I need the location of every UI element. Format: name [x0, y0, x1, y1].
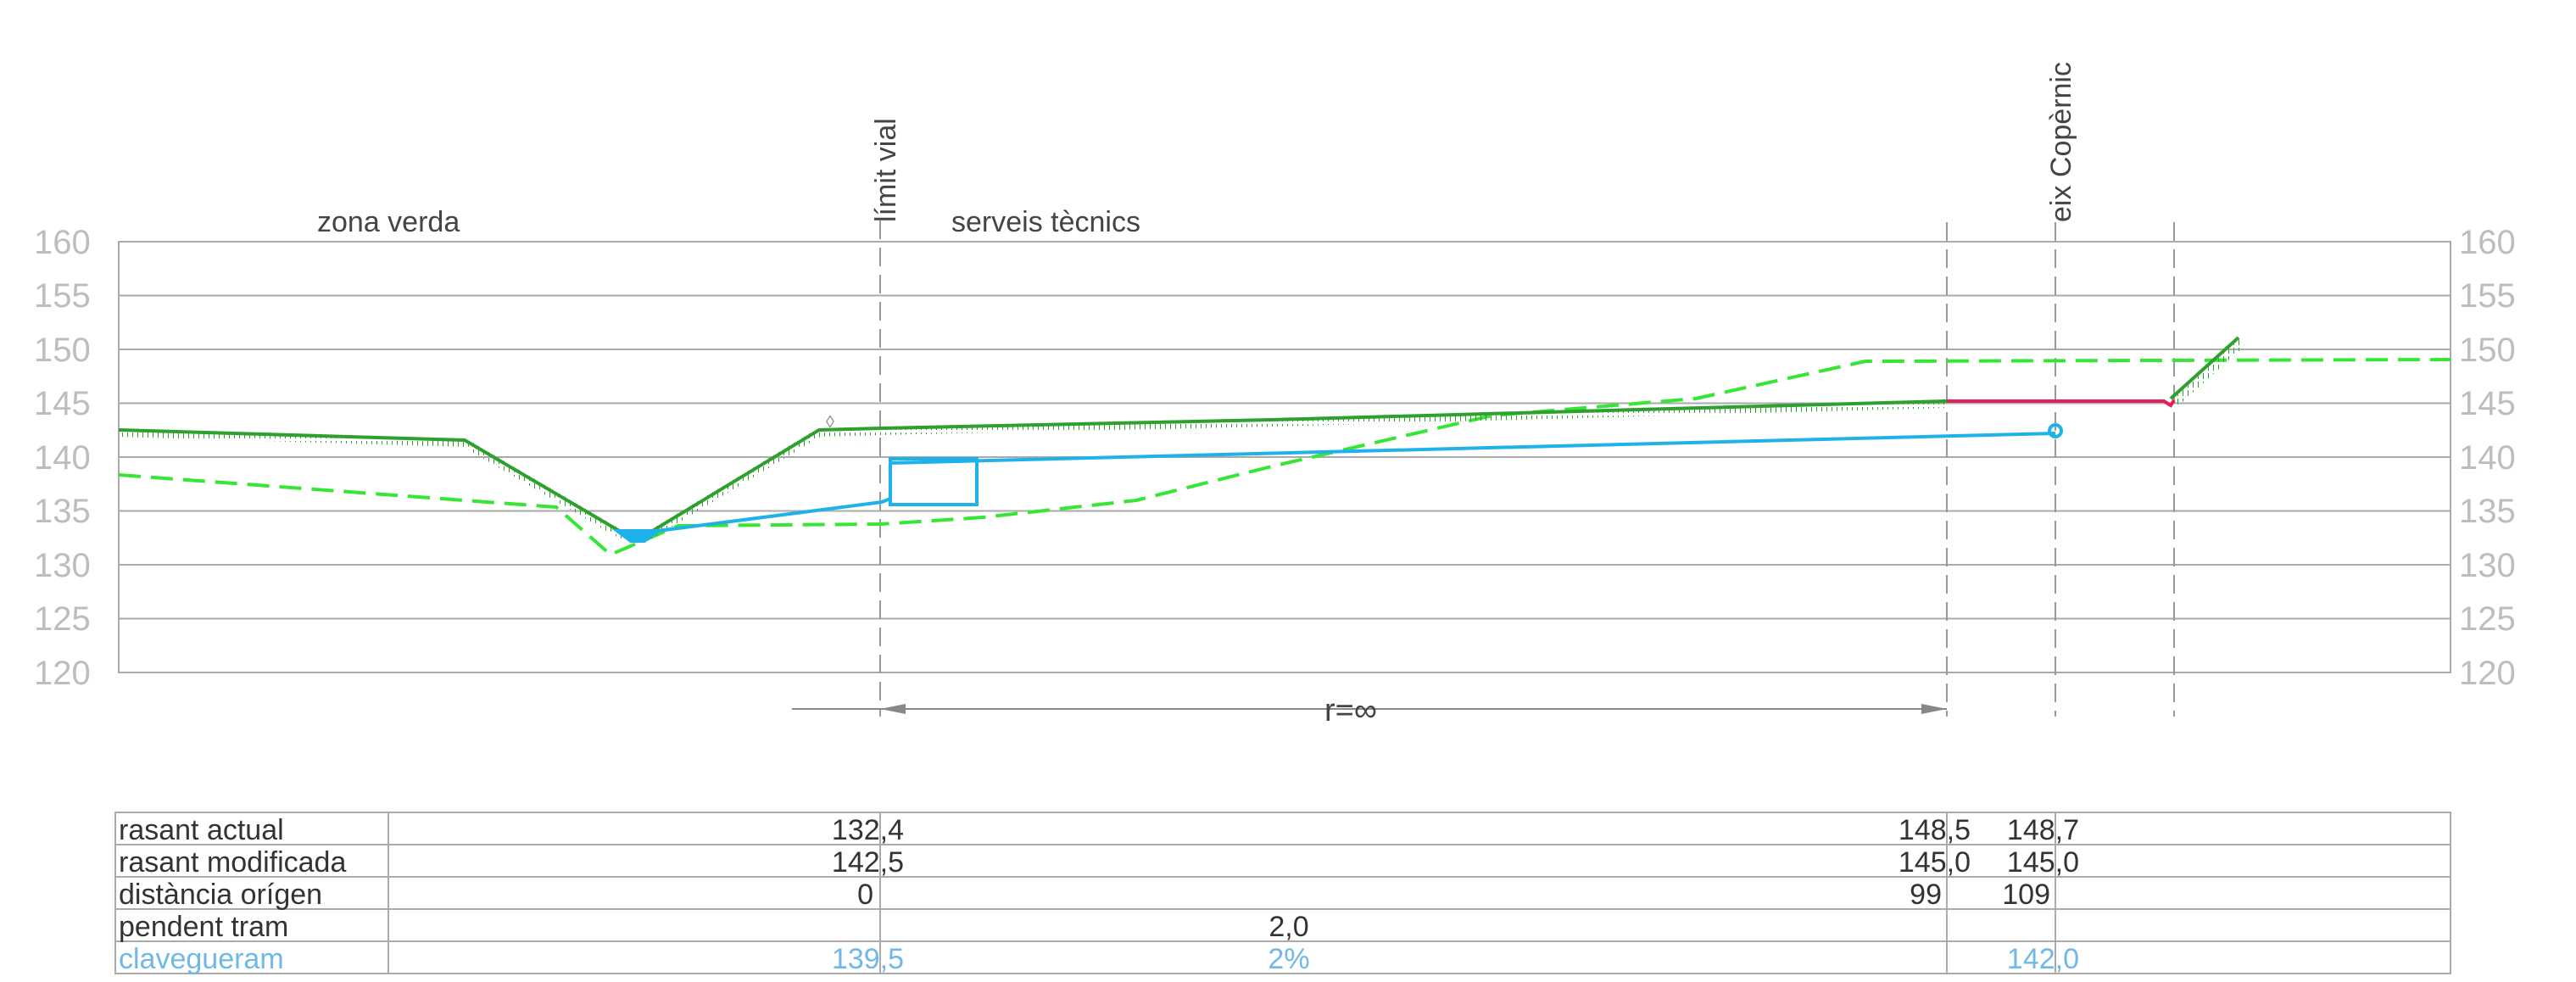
- radius-dimension: r=∞: [792, 693, 1947, 728]
- y-axis-right: 160 155 150 145 140 135 130 125 120: [2459, 224, 2516, 692]
- y-tick-label: 125: [2459, 600, 2516, 638]
- sewer-profile: [612, 423, 2063, 543]
- radius-label: r=∞: [1324, 693, 1377, 728]
- table-cell: 99: [1910, 879, 1942, 911]
- proposed-ground-line: [118, 358, 2451, 557]
- y-tick-label: 160: [34, 224, 91, 261]
- y-tick-label: 120: [34, 655, 91, 692]
- road-surface-line: [1947, 399, 2176, 408]
- y-tick-label: 145: [34, 385, 91, 422]
- table-cell: 109: [2002, 879, 2050, 911]
- row-label-clavegueram: clavegueram: [119, 943, 284, 975]
- arrow-left: [880, 704, 906, 714]
- y-tick-label: 140: [34, 439, 91, 477]
- y-tick-label: 145: [2459, 385, 2516, 422]
- manhole-marker: [2048, 423, 2063, 438]
- marker-text: ◊: [826, 413, 834, 432]
- reference-lines: [879, 220, 2175, 717]
- table-cell: 145,0: [2007, 846, 2079, 879]
- row-label-distancia-origen: distància orígen: [119, 879, 322, 911]
- table-cell: 142,0: [2007, 943, 2079, 975]
- table-cell: 145,0: [1899, 846, 1971, 879]
- y-tick-label: 150: [2459, 332, 2516, 369]
- utility-box: [889, 457, 979, 506]
- table-cell: 142,5: [832, 846, 904, 879]
- table-cell: 139,5: [832, 943, 904, 975]
- y-tick-label: 155: [2459, 277, 2516, 315]
- eix-copernic-label: eix Copèrnic: [2045, 62, 2077, 222]
- zona-verda-label: zona verda: [317, 206, 460, 238]
- table-cell: 148,5: [1899, 814, 1971, 846]
- y-tick-label: 155: [34, 277, 91, 315]
- y-tick-label: 130: [2459, 547, 2516, 584]
- limit-vial-label: límit vial: [870, 118, 902, 222]
- sewer-pipe: [657, 497, 891, 533]
- row-label-rasant-modificada: rasant modificada: [119, 846, 346, 879]
- table-cell: 132,4: [832, 814, 904, 846]
- y-tick-label: 140: [2459, 439, 2516, 477]
- y-tick-label: 150: [34, 332, 91, 369]
- y-axis-left: 160 155 150 145 140 135 130 125 120: [34, 224, 91, 692]
- table-frame: [114, 812, 2451, 974]
- y-tick-label: 135: [34, 493, 91, 530]
- row-label-pendent-tram: pendent tram: [119, 911, 288, 943]
- y-tick-label: 120: [2459, 655, 2516, 692]
- data-table: [114, 812, 2451, 974]
- existing-ground-line: ◊: [118, 336, 2245, 538]
- table-cell: 0: [857, 879, 873, 911]
- y-tick-label: 135: [2459, 493, 2516, 530]
- table-cell: 148,7: [2007, 814, 2079, 846]
- row-label-rasant-actual: rasant actual: [119, 814, 284, 846]
- arrow-right: [1921, 704, 1947, 714]
- serveis-tecnics-label: serveis tècnics: [951, 206, 1140, 238]
- table-cell: 2%: [1268, 943, 1309, 975]
- y-tick-label: 130: [34, 547, 91, 584]
- sewer-pipe: [889, 432, 2056, 465]
- y-tick-label: 160: [2459, 224, 2516, 261]
- y-tick-label: 125: [34, 600, 91, 638]
- profile-grid: [118, 241, 2451, 673]
- table-cell: 2,0: [1268, 911, 1308, 943]
- water-fill: [612, 529, 663, 543]
